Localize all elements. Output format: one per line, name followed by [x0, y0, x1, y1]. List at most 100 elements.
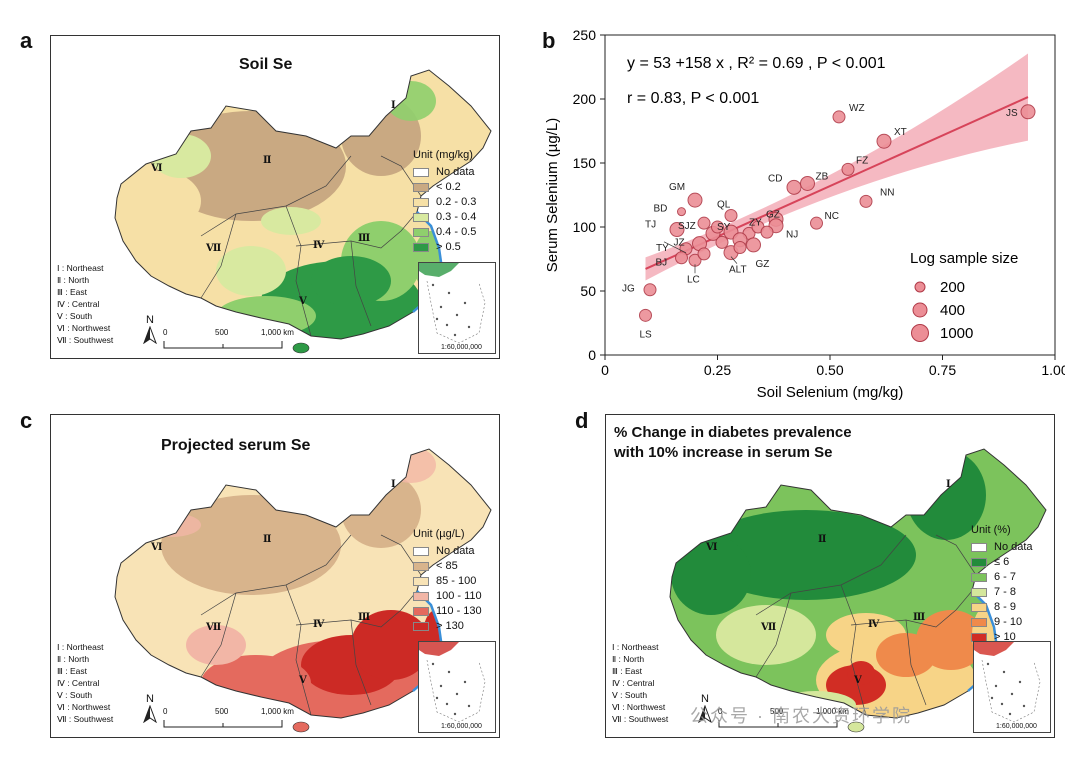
map-zone: [351, 610, 431, 680]
legend-swatch: [971, 558, 987, 567]
point-label: QL: [717, 199, 731, 210]
legend-label: 8 - 9: [994, 601, 1017, 613]
hainan-island: [847, 721, 865, 733]
legend-label: 7 - 8: [994, 586, 1017, 598]
legend-swatch: [971, 588, 987, 597]
legend-row: < 85: [413, 559, 482, 574]
region-label: Ⅰ: [391, 100, 396, 111]
scale-end: 1,000 km: [816, 707, 849, 716]
legend-label: No data: [436, 545, 475, 557]
legend-row: No data: [413, 165, 476, 180]
legend-swatch: [413, 243, 429, 252]
legend-row: 8 - 9: [971, 600, 1033, 615]
map-zone: [341, 472, 421, 548]
legend-swatch: [971, 618, 987, 627]
map-zone: [847, 661, 875, 685]
scale-zero: 0: [163, 328, 168, 337]
region-key: Ⅰ : Northeast Ⅱ : North Ⅲ : East Ⅳ : Centra…: [57, 641, 113, 725]
point-label: CD: [768, 173, 782, 184]
legend-row: > 130: [413, 619, 482, 634]
panel-letter-b: b: [542, 28, 556, 53]
legend-label: 6 - 7: [994, 571, 1017, 583]
panel-letter-d: d: [575, 408, 589, 433]
region-label: Ⅲ: [913, 612, 925, 623]
legend-swatch: [413, 622, 429, 631]
legend-label: 100 - 110: [436, 590, 482, 602]
inset-islands: [974, 642, 1041, 723]
legend-label: < 85: [436, 560, 458, 572]
north-arrow: N: [142, 314, 158, 347]
scale-mid: 500: [215, 707, 229, 716]
map-zone: [121, 171, 201, 231]
x-tick-label: 0.75: [929, 362, 956, 378]
region-label: Ⅳ: [868, 619, 880, 630]
legend-label: > 10: [994, 631, 1016, 643]
map-zone: [311, 256, 391, 306]
size-legend-label: 200: [940, 279, 965, 296]
scale-bar-line: [163, 720, 283, 728]
legend-row: 110 - 130: [413, 604, 482, 619]
point-label: BJ: [656, 258, 668, 269]
point-label: LC: [687, 274, 700, 285]
region-key-item: Ⅰ : Northeast: [612, 642, 659, 652]
scale-mid: 500: [770, 707, 784, 716]
data-point: [859, 194, 873, 208]
region-label: Ⅵ: [150, 542, 163, 553]
point-label: GZ: [756, 259, 770, 270]
region-label: Ⅵ: [150, 163, 163, 174]
watermark: 公众号 · 南农大资环学院: [690, 706, 912, 726]
point-label: SY: [717, 222, 731, 233]
north-label: N: [701, 693, 709, 705]
north-label: N: [146, 314, 154, 326]
confidence-band: [645, 53, 1028, 281]
region-label: Ⅳ: [313, 619, 325, 630]
north-arrow: N: [697, 693, 713, 726]
point-label: XT: [894, 127, 907, 138]
label-leader: [730, 256, 738, 264]
region-label: Ⅶ: [760, 622, 776, 633]
region-key: Ⅰ : Northeast Ⅱ : North Ⅲ : East Ⅳ : Centra…: [57, 262, 113, 346]
data-point: [832, 110, 846, 124]
legend-row: No data: [413, 544, 482, 559]
south-china-sea-inset: 1:60,000,000: [418, 262, 496, 354]
inset-islands: [419, 263, 486, 344]
y-tick-label: 50: [580, 283, 596, 299]
fit-line: [645, 96, 1029, 270]
region-label: Ⅶ: [205, 622, 221, 633]
correlation-text: r = 0.83, P < 0.001: [627, 90, 759, 107]
region-label: Ⅲ: [358, 612, 370, 623]
region-key-item: Ⅴ : South: [57, 311, 93, 321]
region-label: Ⅰ: [391, 479, 396, 490]
data-point: [675, 251, 688, 265]
scale-zero: 0: [163, 707, 168, 716]
point-label: WZ: [849, 103, 865, 114]
point-label: ZB: [816, 171, 829, 182]
map-zone: [386, 449, 436, 483]
legend-label: 0.3 - 0.4: [436, 211, 477, 223]
data-point: [760, 225, 774, 239]
scale-zero: 0: [718, 707, 723, 716]
y-tick-label: 0: [588, 347, 596, 363]
north-arrow-icon: [142, 704, 158, 724]
inset-scale-label: 1:60,000,000: [441, 344, 482, 351]
region-label: Ⅴ: [298, 296, 307, 307]
north-arrow: N: [142, 693, 158, 726]
south-china-sea-inset: 1:60,000,000: [973, 641, 1051, 733]
legend-row: > 0.5: [413, 240, 476, 255]
inset-scale-label: 1:60,000,000: [441, 723, 482, 730]
legend-label: 0.2 - 0.3: [436, 196, 477, 208]
point-label: NC: [825, 211, 839, 222]
north-arrow-icon: [142, 325, 158, 345]
region-label: Ⅴ: [298, 675, 307, 686]
region-key-item: Ⅶ : Southwest: [57, 714, 114, 724]
region-key-item: Ⅵ : Northwest: [57, 323, 111, 333]
map-zone: [141, 513, 201, 537]
map-title: % Change in diabetes prevalence with 10% …: [614, 423, 852, 463]
region-key-item: Ⅳ : Central: [57, 299, 100, 309]
legend-row: No data: [971, 540, 1033, 555]
legend-label: No data: [436, 166, 475, 178]
region-label: Ⅶ: [205, 243, 221, 254]
legend-swatch: [413, 228, 429, 237]
point-label: GM: [669, 182, 685, 193]
data-point: [1020, 104, 1036, 120]
